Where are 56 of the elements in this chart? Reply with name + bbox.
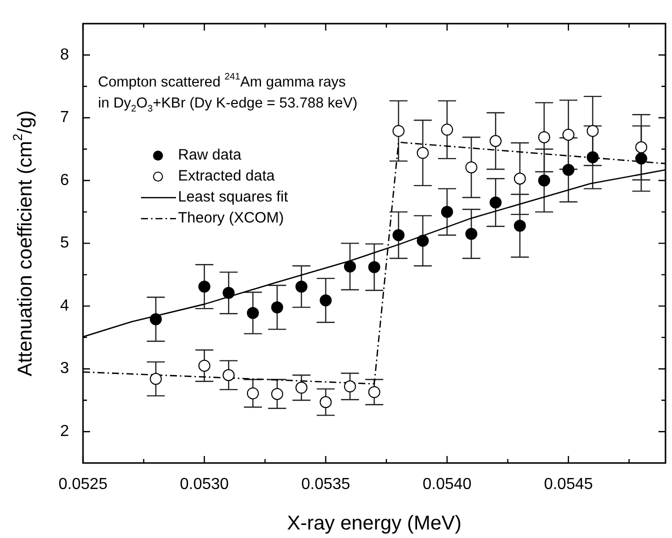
point [295,382,308,394]
legend-label: Extracted data [178,168,276,185]
point [416,146,429,159]
point [150,372,162,385]
x-tick-label: 0.0535 [301,476,350,494]
point [150,313,162,326]
point [368,386,380,398]
point [586,124,599,137]
point [514,172,526,185]
point [538,174,550,187]
point [344,380,356,392]
point [392,229,405,242]
x-tick-label: 0.0545 [544,476,593,494]
x-tick-label: 0.0525 [58,476,108,494]
point [562,164,574,176]
x-tick-label: 0.0530 [180,476,229,494]
point [538,131,550,144]
point [465,228,478,240]
y-axis-title: Attenuation coefficient (cm2/g) [10,110,37,376]
legend-label: Theory (XCOM) [178,210,284,227]
point [416,234,429,247]
point [246,387,259,400]
legend-label: Least squares fit [178,188,289,206]
y-tick-label: 7 [60,109,70,126]
legend-label: Raw data [178,146,242,164]
point [514,220,526,232]
y-tick-label: 2 [60,423,70,440]
point [295,280,308,293]
y-tick-label: 4 [60,297,70,314]
x-tick-label: 0.0540 [422,476,472,494]
x-axis-title: X-ray energy (MeV) [287,512,462,535]
point [635,141,648,154]
point [490,196,502,208]
point [368,261,380,274]
point [586,151,599,164]
point [562,128,574,141]
point [271,301,284,314]
point [392,124,405,137]
point [441,124,454,136]
point [635,152,648,165]
point [441,206,454,218]
point [271,388,284,400]
point [344,260,356,273]
point [490,134,502,147]
point [320,294,332,306]
y-tick-label: 8 [60,46,70,64]
point [198,360,210,372]
point [198,280,210,293]
point [222,286,235,299]
y-tick-label: 6 [60,172,70,189]
point [465,161,478,174]
y-tick-label: 5 [60,234,70,252]
y-tick-label: 3 [60,360,70,378]
point [222,369,235,382]
point [320,396,332,408]
point [246,306,259,319]
